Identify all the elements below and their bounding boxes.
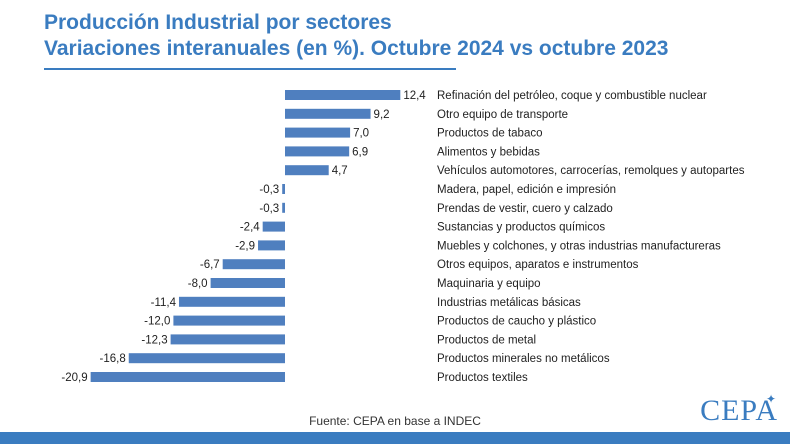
data-label-2: 7,0 [353,128,369,140]
data-label-5: -0,3 [259,184,279,196]
data-label-13: -12,3 [141,334,167,346]
bar-12 [173,315,285,326]
category-label-4: Vehículos automotores, carrocerías, remo… [437,165,745,177]
bar-2 [285,127,351,138]
category-label-12: Productos de caucho y plástico [437,316,596,328]
chart-title: Producción Industrial por sectores Varia… [44,10,668,62]
data-label-1: 9,2 [374,109,390,121]
bar-0 [285,90,401,100]
category-label-6: Prendas de vestir, cuero y calzado [437,203,613,215]
data-label-15: -20,9 [61,372,87,384]
category-label-9: Otros equipos, aparatos e instrumentos [437,259,639,271]
category-label-11: Industrias metálicas básicas [437,297,581,309]
bar-10 [210,278,285,288]
category-label-0: Refinación del petróleo, coque y combust… [437,90,707,102]
bar-1 [285,108,371,119]
data-label-7: -2,4 [240,222,260,234]
logo-accent-icon: ✦ [765,392,776,406]
bar-6 [282,202,285,213]
data-label-12: -12,0 [144,316,170,328]
title-underline [44,68,456,70]
data-label-14: -16,8 [100,353,126,365]
bar-3 [285,146,350,157]
footer-band [0,432,790,444]
category-label-3: Alimentos y bebidas [437,146,540,158]
cepa-logo: CEPA [700,394,778,427]
data-label-9: -6,7 [200,259,220,271]
category-label-1: Otro equipo de transporte [437,109,568,121]
category-label-8: Muebles y colchones, y otras industrias … [437,240,721,252]
bar-5 [282,184,285,194]
bar-11 [178,296,285,307]
category-label-10: Maquinaria y equipo [437,278,541,290]
data-label-10: -8,0 [188,278,208,290]
data-label-4: 4,7 [332,165,348,177]
category-label-2: Productos de tabaco [437,128,543,140]
data-label-3: 6,9 [352,146,368,158]
category-label-5: Madera, papel, edición e impresión [437,184,616,196]
data-label-11: -11,4 [151,297,177,309]
data-label-8: -2,9 [235,240,255,252]
bar-13 [170,334,285,345]
bar-14 [128,353,285,364]
category-label-13: Productos de metal [437,334,536,346]
bar-15 [90,372,285,382]
chart-title-line-2: Variaciones interanuales (en %). Octubre… [44,37,669,60]
chart-title-line-1: Producción Industrial por sectores [44,11,392,34]
category-label-7: Sustancias y productos químicos [437,222,605,234]
bar-9 [222,259,285,270]
data-label-0: 12,4 [403,90,426,102]
bar-8 [258,240,285,251]
bar-4 [285,165,329,176]
bar-7 [262,221,285,232]
category-label-15: Productos textiles [437,372,528,384]
data-label-6: -0,3 [259,203,279,215]
category-label-14: Productos minerales no metálicos [437,353,610,365]
source-note: Fuente: CEPA en base a INDEC [309,414,481,428]
